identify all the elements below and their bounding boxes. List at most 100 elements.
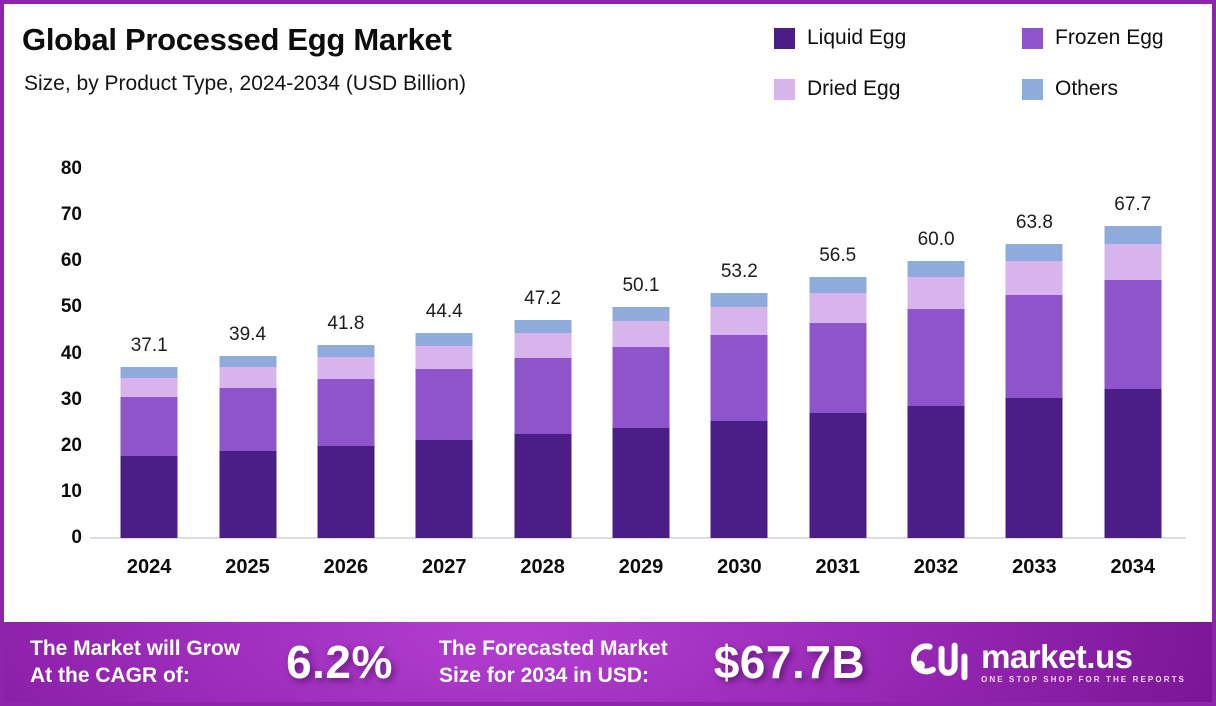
bar-segment-frozen-egg xyxy=(710,335,768,421)
forecast-label-line1: The Forecasted Market xyxy=(438,636,668,660)
brand-tagline: ONE STOP SHOP FOR THE REPORTS xyxy=(981,675,1186,684)
bar-total-label: 37.1 xyxy=(130,334,168,356)
bar-segment-liquid-egg xyxy=(120,455,178,538)
bar-column: 60.0 xyxy=(887,169,985,538)
bar-segment-others xyxy=(219,356,277,368)
bar-segment-dried-egg xyxy=(1005,260,1063,295)
bar-segment-frozen-egg xyxy=(907,309,965,407)
bar-segment-dried-egg xyxy=(514,333,572,359)
legend-swatch-liquid-egg-icon xyxy=(774,27,795,49)
forecast-label-line2: Size for 2034 in USD: xyxy=(438,664,649,687)
x-tick-label: 2033 xyxy=(1012,556,1057,578)
bar-segment-frozen-egg xyxy=(809,322,867,414)
bar-segment-liquid-egg xyxy=(710,420,768,538)
bar-segment-frozen-egg xyxy=(120,396,178,456)
bar-total-label: 47.2 xyxy=(524,288,562,310)
bar-segment-others xyxy=(514,320,572,334)
bar-segment-frozen-egg xyxy=(219,387,277,451)
legend-swatch-others-icon xyxy=(1022,78,1043,100)
x-tick-label: 2027 xyxy=(422,556,467,578)
bar-segment-others xyxy=(317,345,375,357)
bar-total-label: 44.4 xyxy=(425,301,463,323)
bar-segment-others xyxy=(1104,225,1162,244)
bar-stack xyxy=(1104,225,1162,538)
bar-column: 44.4 xyxy=(395,169,493,538)
x-tick-label: 2031 xyxy=(815,556,860,578)
bar-segment-dried-egg xyxy=(710,306,768,336)
bar-stack xyxy=(317,345,375,538)
bar-total-label: 41.8 xyxy=(327,313,365,335)
y-tick-label: 40 xyxy=(60,342,82,364)
x-axis-labels: 2024 2025 2026 2027 2028 2029 2030 2031 2032 2033… xyxy=(100,556,1182,579)
bars: 37.1 39.4 41.8 44.4 47.2 50.1 53.2 56.5 60.0 63.8… xyxy=(100,169,1182,538)
bar-total-label: 60.0 xyxy=(917,229,955,251)
bar-segment-others xyxy=(809,277,867,293)
legend-swatch-dried-egg-icon xyxy=(774,78,795,100)
bar-total-label: 56.5 xyxy=(819,245,857,267)
bar-stack xyxy=(710,292,768,538)
bar-segment-others xyxy=(415,333,473,346)
bar-segment-dried-egg xyxy=(612,320,670,348)
bar-stack xyxy=(415,333,473,538)
x-tick-label: 2034 xyxy=(1110,556,1156,578)
cagr-value: 6.2% xyxy=(286,636,393,688)
bar-segment-liquid-egg xyxy=(612,427,670,538)
bar-segment-dried-egg xyxy=(1104,243,1162,280)
bar-column: 50.1 xyxy=(592,169,690,538)
y-tick-label: 20 xyxy=(60,434,82,456)
y-tick-label: 30 xyxy=(60,388,82,410)
bar-segment-others xyxy=(120,366,178,378)
bar-segment-others xyxy=(710,292,768,307)
legend-label: Frozen Egg xyxy=(1055,26,1164,49)
forecast-label: The Forecasted Market Size for 2034 in U… xyxy=(439,635,668,690)
bar-column: 56.5 xyxy=(789,169,887,538)
bar-stack xyxy=(514,320,572,538)
bar-column: 39.4 xyxy=(198,169,296,538)
cagr-label: The Market will Grow At the CAGR of: xyxy=(30,635,240,690)
x-axis-line xyxy=(90,537,1186,539)
x-tick-label: 2029 xyxy=(618,556,664,578)
x-tick-label: 2028 xyxy=(520,556,565,578)
x-tick-label: 2030 xyxy=(717,556,762,578)
bar-segment-liquid-egg xyxy=(219,450,277,538)
bar-segment-liquid-egg xyxy=(317,445,375,538)
footer-banner: The Market will Grow At the CAGR of: 6.2… xyxy=(4,622,1212,702)
bar-column: 37.1 xyxy=(100,169,198,538)
bar-segment-liquid-egg xyxy=(1104,389,1162,538)
y-tick-label: 10 xyxy=(60,480,82,502)
bar-total-label: 50.1 xyxy=(622,274,660,296)
cagr-label-line1: The Market will Grow xyxy=(30,636,241,660)
legend-label: Dried Egg xyxy=(807,77,901,100)
y-tick-label: 0 xyxy=(71,527,82,548)
legend-item-liquid-egg: Liquid Egg xyxy=(774,26,1022,50)
bar-segment-dried-egg xyxy=(907,277,965,310)
y-tick-label: 60 xyxy=(60,250,82,272)
brand-logo: market.us ONE STOP SHOP FOR THE REPORTS xyxy=(911,633,1186,691)
bar-stack xyxy=(120,366,178,538)
brand-name: market.us xyxy=(981,638,1133,675)
bar-column: 47.2 xyxy=(493,169,591,538)
bar-segment-frozen-egg xyxy=(1005,294,1063,398)
bar-segment-dried-egg xyxy=(809,292,867,323)
bar-total-label: 63.8 xyxy=(1015,211,1053,233)
bar-segment-liquid-egg xyxy=(514,434,572,538)
x-tick-label: 2025 xyxy=(225,556,270,578)
y-tick-label: 50 xyxy=(60,296,82,318)
page-subtitle: Size, by Product Type, 2024-2034 (USD Bi… xyxy=(24,72,467,95)
marketus-logo-icon xyxy=(911,642,968,681)
bar-segment-others xyxy=(612,306,670,321)
bar-segment-frozen-egg xyxy=(514,358,572,435)
legend-swatch-frozen-egg-icon xyxy=(1022,27,1043,49)
bar-segment-liquid-egg xyxy=(1005,397,1063,538)
legend-label: Liquid Egg xyxy=(807,26,907,49)
page-title: Global Processed Egg Market xyxy=(22,22,452,57)
x-tick-label: 2024 xyxy=(126,556,172,578)
bar-segment-dried-egg xyxy=(219,367,277,388)
bar-column: 67.7 xyxy=(1084,169,1182,538)
forecast-value: $67.7B xyxy=(713,636,866,688)
bar-total-label: 39.4 xyxy=(229,324,267,346)
y-tick-label: 80 xyxy=(60,158,82,179)
bar-column: 53.2 xyxy=(690,169,788,538)
legend-item-frozen-egg: Frozen Egg xyxy=(1022,26,1184,50)
